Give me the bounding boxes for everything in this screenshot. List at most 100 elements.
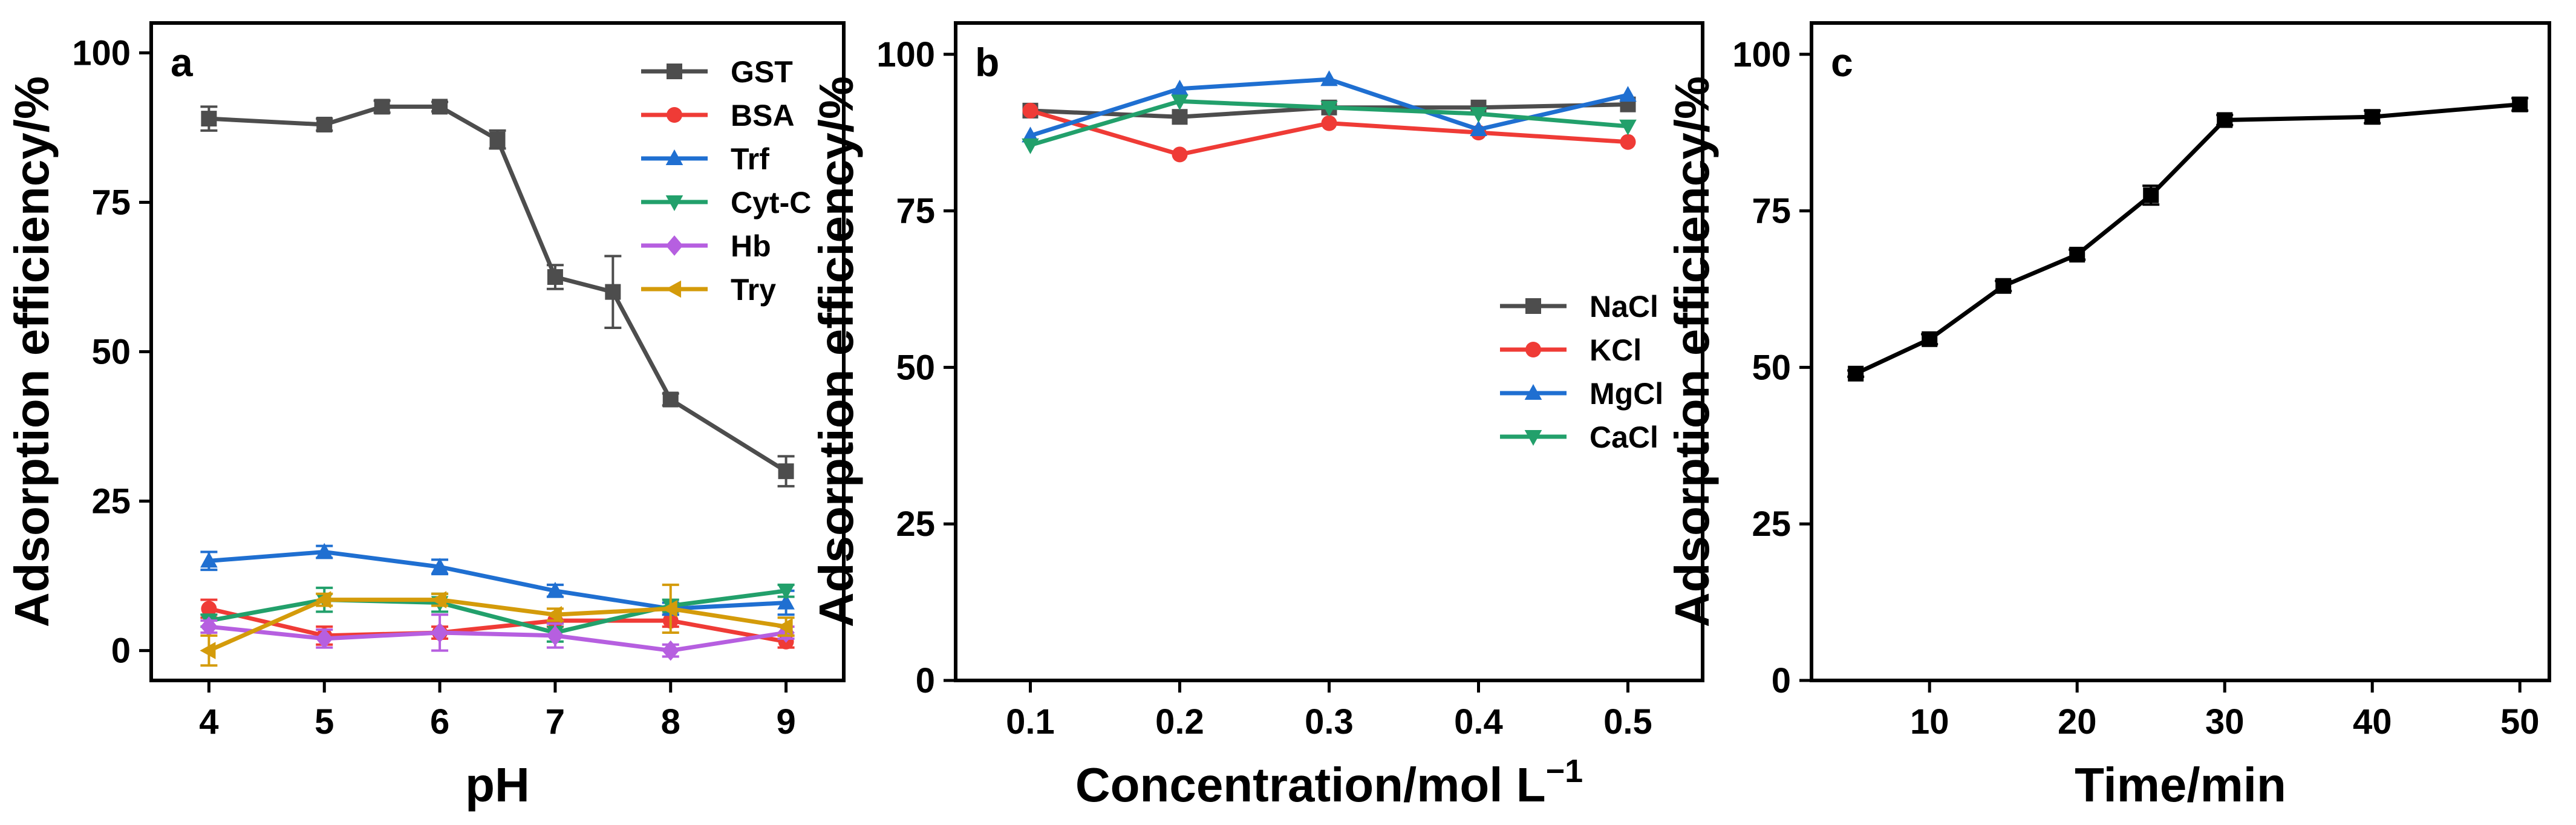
x-axis-title: pH — [465, 758, 530, 812]
data-point — [201, 601, 217, 617]
panel-c: 10 20 30 40 50 0 25 50 75 100 Time/min Adsorption e… — [1665, 21, 2551, 812]
legend-label: Cyt-C — [731, 186, 811, 220]
data-point — [2143, 187, 2159, 203]
data-point — [1619, 86, 1637, 102]
data-point — [546, 581, 564, 598]
x-tick-label: 8 — [661, 702, 680, 742]
data-point — [2217, 112, 2233, 128]
panel-a: 4 5 6 7 8 9 0 25 50 75 100 pH Adsorption efficiency/… — [5, 21, 846, 812]
y-tick-label: 0 — [111, 631, 131, 671]
series-line — [209, 624, 787, 653]
series-line — [1854, 102, 2520, 376]
data-point — [1321, 115, 1337, 131]
legend-marker — [665, 235, 683, 256]
data-point — [1320, 70, 1338, 86]
legend-label: MgCl — [1590, 377, 1663, 411]
data-point — [2069, 247, 2085, 263]
data-point — [432, 99, 448, 115]
y-tick-label: 25 — [1752, 504, 1791, 544]
data-point — [431, 622, 449, 643]
plot-frame — [1810, 21, 2551, 682]
data-point — [200, 552, 218, 568]
legend-label: CaCl — [1590, 420, 1658, 454]
data-point — [1922, 331, 1938, 347]
y-axis-title: Adsorption efficiency/% — [5, 76, 59, 627]
y-tick-label: 50 — [896, 348, 935, 387]
legend-label: Try — [731, 273, 776, 307]
y-tick-label: 0 — [1772, 661, 1791, 700]
legend-label: Hb — [731, 229, 771, 263]
data-point — [777, 618, 793, 636]
legend-marker — [1524, 384, 1542, 400]
data-point — [605, 284, 621, 300]
x-tick-label: 40 — [2353, 702, 2392, 742]
y-tick-label: 25 — [896, 504, 935, 544]
legend-marker — [667, 107, 682, 123]
panel-letter: c — [1831, 40, 1853, 85]
x-tick-label: 10 — [1910, 702, 1949, 742]
data-point — [546, 606, 562, 624]
x-tick-label: 9 — [776, 702, 795, 742]
series-line — [208, 607, 787, 644]
legend: GST BSA Trf Cyt-C Hb Try — [641, 55, 811, 307]
y-tick-label: 0 — [916, 661, 935, 700]
y-tick-label: 50 — [91, 333, 131, 372]
series-gst — [1847, 96, 2529, 382]
data-point — [777, 593, 795, 610]
x-tick-label: 5 — [315, 702, 334, 742]
y-tick-label: 75 — [1752, 192, 1791, 231]
data-point — [2364, 109, 2381, 125]
data-point — [489, 131, 506, 148]
x-tick-label: 6 — [430, 702, 449, 742]
y-tick-label: 100 — [1732, 35, 1791, 74]
data-point — [1619, 119, 1637, 135]
legend-marker — [665, 195, 683, 211]
legend-label: NaCl — [1590, 290, 1658, 324]
y-tick-label: 50 — [1752, 348, 1791, 387]
data-point — [315, 628, 333, 649]
data-point — [315, 543, 333, 559]
data-point — [1172, 109, 1188, 125]
data-point — [1620, 134, 1636, 150]
series-gst — [200, 99, 795, 488]
y-axis-title: Adsorption efficiency/% — [1665, 76, 1719, 627]
legend-label: GST — [731, 55, 793, 89]
x-axis-title-superscript: −1 — [1546, 753, 1583, 789]
legend-marker — [1524, 429, 1542, 446]
x-tick-label: 0.1 — [1006, 702, 1055, 742]
legend-marker — [665, 149, 683, 166]
legend-marker — [1525, 298, 1541, 314]
x-tick-label: 4 — [199, 702, 218, 742]
legend: NaCl KCl MgCl CaCl — [1500, 290, 1663, 454]
data-point — [1171, 79, 1189, 96]
data-point — [1022, 138, 1039, 154]
x-axis-title: Concentration/mol L−1 — [1075, 753, 1583, 812]
y-tick-label: 25 — [91, 482, 131, 521]
data-point — [1470, 107, 1487, 123]
series-try — [200, 583, 795, 667]
series-trf — [200, 543, 795, 616]
legend-label: BSA — [731, 99, 795, 132]
x-tick-label: 0.2 — [1155, 702, 1204, 742]
x-tick-label: 30 — [2205, 702, 2245, 742]
data-point — [431, 558, 449, 574]
series-line — [208, 598, 787, 653]
y-tick-label: 100 — [72, 33, 131, 73]
data-point — [1171, 94, 1189, 111]
series-cacl — [1022, 94, 1637, 154]
data-point — [200, 616, 218, 637]
data-point — [374, 99, 390, 115]
data-point — [662, 640, 680, 661]
x-tick-label: 0.4 — [1454, 702, 1503, 742]
data-point — [1320, 100, 1338, 117]
data-point — [1022, 102, 1039, 119]
data-point — [316, 116, 333, 132]
panel-letter: b — [975, 40, 999, 85]
data-point — [201, 111, 217, 127]
data-point — [431, 591, 447, 608]
x-tick-label: 20 — [2058, 702, 2097, 742]
legend-marker — [1525, 342, 1541, 357]
series-line — [209, 550, 786, 611]
data-point — [546, 625, 564, 646]
